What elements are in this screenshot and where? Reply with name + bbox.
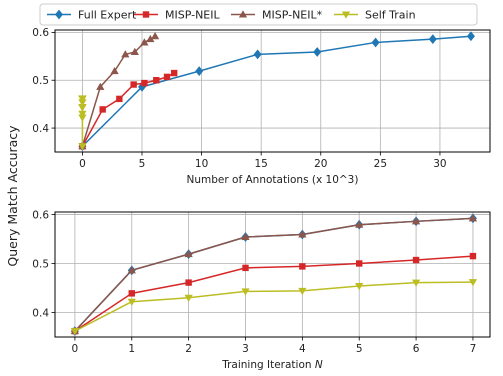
x-tick-label: 4 [299, 343, 306, 355]
data-point-misp-neil-star [150, 32, 160, 40]
y-tick-label: 0.5 [32, 75, 49, 87]
x-tick-label: 0 [79, 158, 86, 170]
legend-marker [142, 11, 150, 18]
y-tick-label: 0.6 [32, 209, 49, 221]
data-point-misp-neil-star [127, 266, 136, 274]
legend-entry-self-train: Self Train [334, 9, 416, 22]
x-axis-label: Number of Annotations (x 10^3) [187, 174, 359, 186]
top-chart: 0 5 10 15 20 25 30 0.4 0.5 0.6 Number of Annotatio… [32, 27, 491, 186]
data-point-misp-neil-star [298, 230, 307, 238]
shared-y-axis-label: Query Match Accuracy [5, 125, 20, 267]
data-point-misp-neil [99, 106, 106, 113]
x-tick-label: 5 [356, 343, 363, 355]
data-point-misp-neil-star [241, 232, 250, 240]
legend-label: Full Expert [78, 9, 137, 22]
data-point-misp-neil-star [130, 47, 139, 56]
data-point-misp-neil [299, 263, 306, 270]
data-point-misp-neil [412, 256, 420, 264]
series-line-misp-neil-star [81, 35, 156, 147]
data-point-misp-neil [128, 290, 135, 297]
x-tick-label: 2 [185, 343, 192, 355]
series-line-misp-neil [74, 255, 473, 332]
data-point-misp-neil [116, 95, 123, 103]
series-line-self-train [74, 281, 473, 332]
data-point-full-expert [466, 31, 475, 42]
x-tick-label: 15 [254, 158, 267, 170]
data-point-misp-neil [153, 77, 160, 84]
data-point-misp-neil [130, 81, 137, 88]
data-point-full-expert [371, 37, 380, 48]
data-point-full-expert [195, 66, 204, 77]
data-point-misp-neil [185, 279, 192, 286]
x-tick-label: 6 [413, 343, 420, 355]
legend-entry-misp-neil-star: MISP-NEIL* [231, 9, 323, 22]
data-point-misp-neil-star [140, 38, 149, 46]
data-point-misp-neil-star [355, 220, 364, 228]
y-tick-label: 0.6 [32, 27, 49, 39]
series-self-train [70, 279, 478, 336]
data-point-self-train [355, 283, 364, 291]
x-tick-label: 3 [242, 343, 249, 355]
data-point-full-expert [313, 47, 322, 57]
legend-marker [238, 10, 248, 18]
x-tick-label: 25 [374, 158, 387, 170]
legend-box [39, 3, 478, 26]
legend-marker [341, 11, 351, 19]
data-point-misp-neil-star [121, 50, 130, 58]
data-point-misp-neil-star [110, 66, 119, 75]
data-point-self-train [241, 288, 250, 296]
legend-entry-full-expert: Full Expert [47, 9, 137, 22]
y-tick-label: 0.4 [32, 307, 49, 319]
legend-label: MISP-NEIL [165, 9, 221, 22]
legend-entry-misp-neil: MISP-NEIL [134, 9, 221, 22]
data-point-self-train [298, 287, 307, 296]
series-self-train [78, 95, 87, 151]
data-point-misp-neil-star [468, 214, 478, 222]
plot-frame [54, 211, 491, 338]
legend-label: Self Train [365, 9, 416, 22]
plot-frame [54, 29, 491, 153]
legend: Full Expert MISP-NEIL MISP-NEIL* Self Train [39, 3, 478, 26]
legend-marker [55, 9, 63, 20]
data-point-self-train [184, 294, 193, 302]
data-point-misp-neil [141, 79, 148, 87]
data-point-misp-neil-star [184, 249, 193, 258]
data-point-self-train [127, 298, 136, 306]
data-point-misp-neil [242, 264, 249, 272]
data-point-misp-neil [170, 69, 178, 77]
data-point-self-train [78, 95, 87, 103]
y-tick-label: 0.4 [32, 123, 49, 135]
data-point-full-expert [253, 49, 262, 60]
data-point-misp-neil-star [96, 82, 105, 90]
series-misp-neil [71, 252, 477, 335]
data-point-self-train [78, 143, 87, 151]
x-tick-label: 5 [139, 158, 146, 170]
y-tick-label: 0.5 [32, 258, 49, 270]
x-tick-label: 30 [433, 158, 446, 170]
x-tick-label: 1 [128, 343, 135, 355]
x-tick-label: 7 [470, 343, 477, 355]
series-line-misp-neil-star [74, 217, 473, 332]
data-point-self-train [411, 279, 421, 287]
data-point-misp-neil-star [411, 217, 421, 225]
x-tick-label: 0 [72, 343, 79, 355]
legend-label: MISP-NEIL* [262, 9, 323, 22]
data-point-misp-neil [469, 252, 477, 260]
data-point-self-train [70, 328, 80, 336]
x-axis-label: Training Iteration N [221, 359, 323, 371]
data-point-self-train [468, 279, 478, 287]
x-tick-label: 10 [195, 158, 208, 170]
x-tick-label: 20 [314, 158, 327, 170]
data-point-misp-neil [163, 73, 171, 81]
bottom-chart: 0 1 2 3 4 5 6 7 0.4 0.5 0.6 Training Iteration N [32, 209, 491, 371]
data-point-misp-neil [356, 260, 363, 267]
data-point-full-expert [428, 34, 437, 44]
series-line-misp-neil [81, 72, 175, 147]
series-line-full-expert [81, 35, 471, 147]
